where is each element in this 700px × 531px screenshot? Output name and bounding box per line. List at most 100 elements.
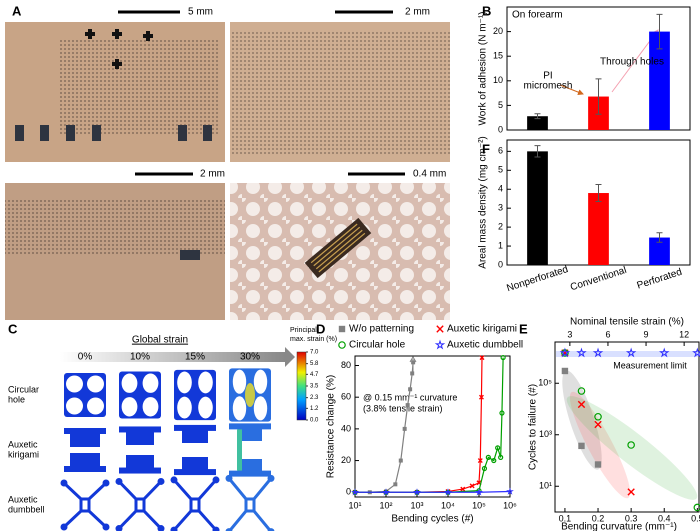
strain-arrow — [60, 352, 285, 362]
legend-marker — [338, 325, 346, 333]
marker — [692, 347, 700, 358]
hole — [121, 397, 138, 417]
overflow-arrow — [409, 356, 417, 363]
colorbar — [296, 351, 307, 421]
y-tick-label: 0 — [346, 487, 351, 497]
marker — [506, 487, 514, 495]
y-tick-label: 80 — [341, 360, 351, 370]
marker — [469, 483, 475, 489]
colorbar-tick-label: 0.0 — [310, 418, 319, 424]
marker — [405, 403, 410, 408]
x-axis-label: Bending cycles (#) — [391, 514, 473, 525]
dumbbell-end — [157, 525, 165, 531]
dumbbell-end — [115, 477, 123, 485]
annotation: micromesh — [524, 81, 573, 92]
x-tick-label: 10³ — [410, 500, 423, 510]
x-tick-label: 0.5 — [691, 513, 700, 523]
hole — [253, 369, 268, 394]
marker — [576, 347, 587, 358]
dumbbell-end — [60, 523, 68, 531]
legend-marker — [338, 341, 346, 349]
marker — [594, 412, 602, 421]
plot-frame — [354, 355, 511, 498]
marker — [594, 420, 602, 429]
x-tick-label: 0.1 — [559, 513, 572, 523]
hole — [253, 396, 268, 421]
marker — [491, 457, 497, 464]
hole — [121, 373, 138, 393]
dumbbell-end — [170, 476, 178, 484]
row-label: Auxetic — [8, 494, 38, 504]
x2-axis-label: Nominal tensile strain (%) — [570, 317, 684, 328]
hotspot — [245, 383, 255, 407]
simulation-cell — [170, 476, 220, 531]
simulation-cell — [60, 479, 110, 531]
x-tick-label: 0.2 — [592, 513, 605, 523]
bar — [649, 237, 670, 265]
scale-label: 2 mm — [200, 169, 225, 180]
marker — [499, 410, 505, 416]
panel-label: C — [8, 321, 18, 336]
dumbbell-end — [212, 526, 220, 531]
marker — [477, 458, 483, 464]
marker — [578, 442, 585, 450]
marker — [627, 488, 635, 496]
marker — [410, 371, 415, 376]
colorbar-tick-label: 1.2 — [310, 406, 319, 412]
dumbbell — [62, 481, 108, 529]
annotation: Measurement limit — [613, 360, 687, 370]
marker — [659, 347, 670, 358]
hotspot — [237, 429, 242, 471]
dumbbell — [117, 480, 163, 530]
legend-marker — [434, 339, 446, 350]
dumbbell-end — [170, 526, 178, 531]
slit — [229, 429, 238, 471]
simulation-cell — [229, 423, 271, 477]
hole — [87, 375, 104, 393]
column-label: 10% — [130, 352, 150, 363]
x-tick-label: 10⁴ — [441, 500, 455, 510]
mesh — [5, 200, 225, 255]
y-tick-label: 2 — [498, 221, 503, 231]
marker — [592, 347, 604, 358]
hole — [142, 373, 159, 393]
slit — [208, 430, 216, 470]
marker — [460, 486, 466, 492]
scale-label: 5 mm — [188, 7, 213, 18]
annotation-arrow — [559, 84, 584, 95]
hole — [87, 397, 104, 415]
marker — [625, 347, 637, 358]
dumbbell-end — [267, 474, 275, 482]
marker — [393, 482, 398, 487]
simulation-cell — [115, 477, 165, 531]
colorbar-tick-label: 3.5 — [310, 384, 319, 390]
panel-label: F — [482, 141, 490, 156]
marker — [577, 387, 586, 395]
row-label: Auxetic — [8, 439, 38, 449]
x-tick-label: Nonperforated — [505, 264, 569, 294]
limit-band — [556, 351, 698, 357]
hole — [177, 396, 192, 419]
x2-tick-label: 9 — [644, 329, 649, 339]
y-tick-label: 15 — [493, 51, 503, 61]
hole — [66, 375, 83, 393]
colorbar-tick-label: 5.8 — [310, 361, 319, 367]
annotation: PI — [543, 71, 552, 82]
dumbbell-end — [225, 474, 233, 482]
electrodes — [15, 125, 212, 141]
error-bar — [656, 13, 663, 50]
photo-panel: 5 mm 2 mm 2 mm 0.4 mm — [5, 7, 450, 320]
electrode — [180, 250, 200, 260]
x2-tick-label: 6 — [605, 329, 610, 339]
y-tick-label: 5 — [498, 165, 503, 175]
slit — [154, 432, 161, 468]
mesh — [230, 30, 450, 155]
dumbbell-end — [267, 528, 275, 531]
hole — [66, 397, 83, 415]
column-label: 0% — [78, 352, 93, 363]
x2-tick-label: 12 — [679, 329, 689, 339]
x-tick-label: 0.3 — [625, 513, 638, 523]
y-axis-label: Resistance change (%) — [326, 375, 337, 478]
slit — [70, 447, 100, 453]
panel-label: D — [316, 321, 325, 336]
